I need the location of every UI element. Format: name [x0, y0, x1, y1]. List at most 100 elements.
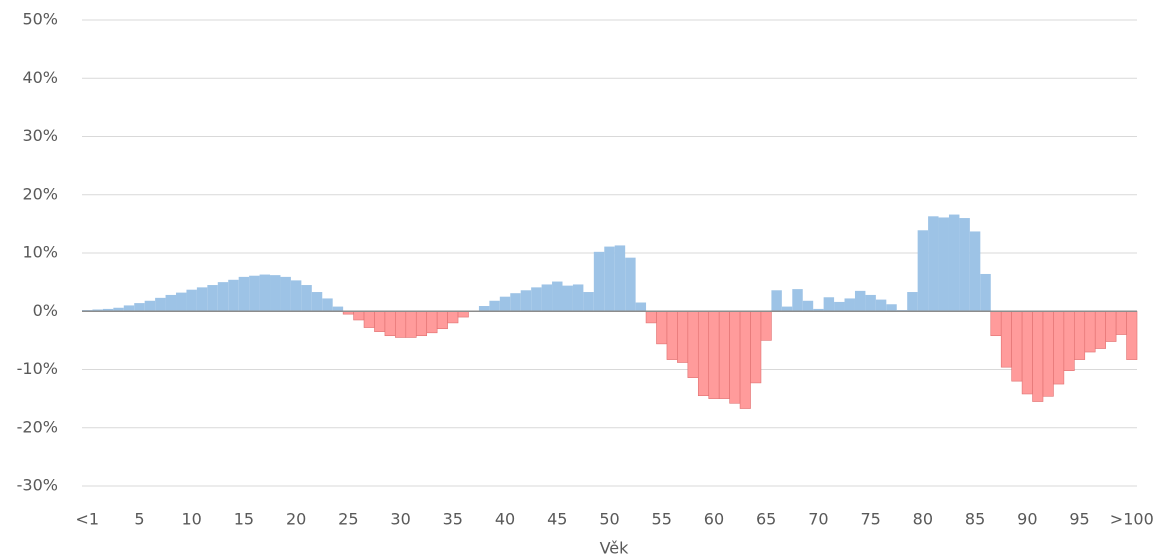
x-tick-label: 60 — [704, 510, 724, 529]
x-tick-label: 70 — [808, 510, 828, 529]
bar — [332, 306, 344, 312]
bar — [844, 298, 855, 312]
y-tick-label: 40% — [22, 68, 58, 87]
bar — [280, 276, 291, 312]
bar — [217, 282, 229, 312]
x-axis-title: Věk — [600, 539, 630, 558]
bar — [1042, 310, 1054, 397]
x-tick-label: 35 — [443, 510, 463, 529]
bar — [781, 306, 793, 312]
bar — [1126, 310, 1138, 360]
bar — [1063, 310, 1075, 371]
bar — [1000, 310, 1012, 368]
bar — [969, 231, 981, 312]
bar — [928, 216, 939, 312]
bar — [322, 298, 333, 312]
bar — [1074, 310, 1086, 360]
bar — [907, 292, 918, 312]
bar — [249, 275, 260, 312]
bar — [750, 310, 762, 384]
bar — [645, 310, 657, 324]
bar — [228, 279, 239, 312]
x-tick-label: 15 — [234, 510, 254, 529]
x-tick-label: 55 — [652, 510, 672, 529]
x-tick-label: 85 — [965, 510, 985, 529]
bar — [729, 310, 741, 404]
x-tick-label: 25 — [338, 510, 358, 529]
y-tick-label: -30% — [17, 476, 58, 495]
bar — [259, 274, 271, 312]
bar — [134, 303, 145, 312]
bar — [1053, 310, 1065, 385]
bar — [510, 293, 521, 312]
bar — [562, 285, 573, 312]
bar — [270, 275, 281, 312]
x-tick-label: >100 — [1110, 510, 1154, 529]
bar — [1084, 310, 1096, 353]
bar — [447, 310, 459, 324]
bar — [489, 300, 500, 312]
bar — [1011, 310, 1023, 382]
bar — [959, 218, 970, 312]
bar — [311, 292, 323, 312]
bar — [436, 310, 448, 330]
y-tick-label: -20% — [17, 417, 58, 436]
bar — [656, 310, 668, 345]
bar — [917, 230, 929, 312]
bar — [92, 309, 103, 312]
bar — [635, 302, 647, 312]
bar — [718, 310, 730, 399]
y-tick-label: -10% — [17, 359, 58, 378]
x-tick-label: 90 — [1017, 510, 1037, 529]
bar — [123, 305, 135, 312]
bar — [165, 294, 177, 312]
bar — [865, 294, 876, 312]
bar — [854, 290, 866, 312]
bar — [457, 310, 469, 318]
bar — [196, 287, 208, 312]
bar — [875, 299, 887, 312]
x-tick-label: 80 — [913, 510, 933, 529]
x-tick-label: 95 — [1069, 510, 1089, 529]
bar — [384, 310, 396, 337]
bar — [1115, 310, 1127, 335]
bar — [353, 310, 365, 321]
bar — [155, 297, 166, 312]
bar — [792, 289, 803, 312]
y-tick-label: 50% — [22, 10, 58, 29]
bar — [572, 284, 584, 312]
bar — [207, 285, 218, 312]
bar — [948, 214, 960, 312]
bar — [415, 310, 428, 337]
bar — [405, 310, 417, 338]
bar — [374, 310, 386, 332]
x-tick-label: 65 — [756, 510, 776, 529]
x-tick-label: 20 — [286, 510, 306, 529]
bar — [583, 292, 594, 312]
bar — [426, 310, 438, 334]
bar — [886, 304, 897, 312]
bar — [677, 310, 689, 363]
bar — [499, 296, 511, 312]
bar — [395, 310, 407, 338]
bar — [1094, 310, 1106, 349]
bar — [176, 292, 187, 312]
bar — [1032, 310, 1044, 402]
bar — [593, 251, 605, 312]
bar — [604, 246, 615, 312]
x-tick-label: 30 — [390, 510, 410, 529]
y-tick-label: 30% — [22, 126, 58, 145]
bar — [666, 310, 678, 360]
bar — [301, 285, 312, 312]
y-tick-label: 0% — [33, 301, 58, 320]
x-tick-label: 50 — [599, 510, 619, 529]
bar — [1105, 310, 1117, 342]
bar — [238, 276, 250, 312]
bar — [290, 280, 302, 312]
bar — [802, 300, 814, 312]
bar — [980, 273, 991, 312]
bar — [625, 257, 636, 312]
bar — [363, 310, 375, 328]
bar — [697, 310, 710, 397]
bar — [1021, 310, 1033, 395]
